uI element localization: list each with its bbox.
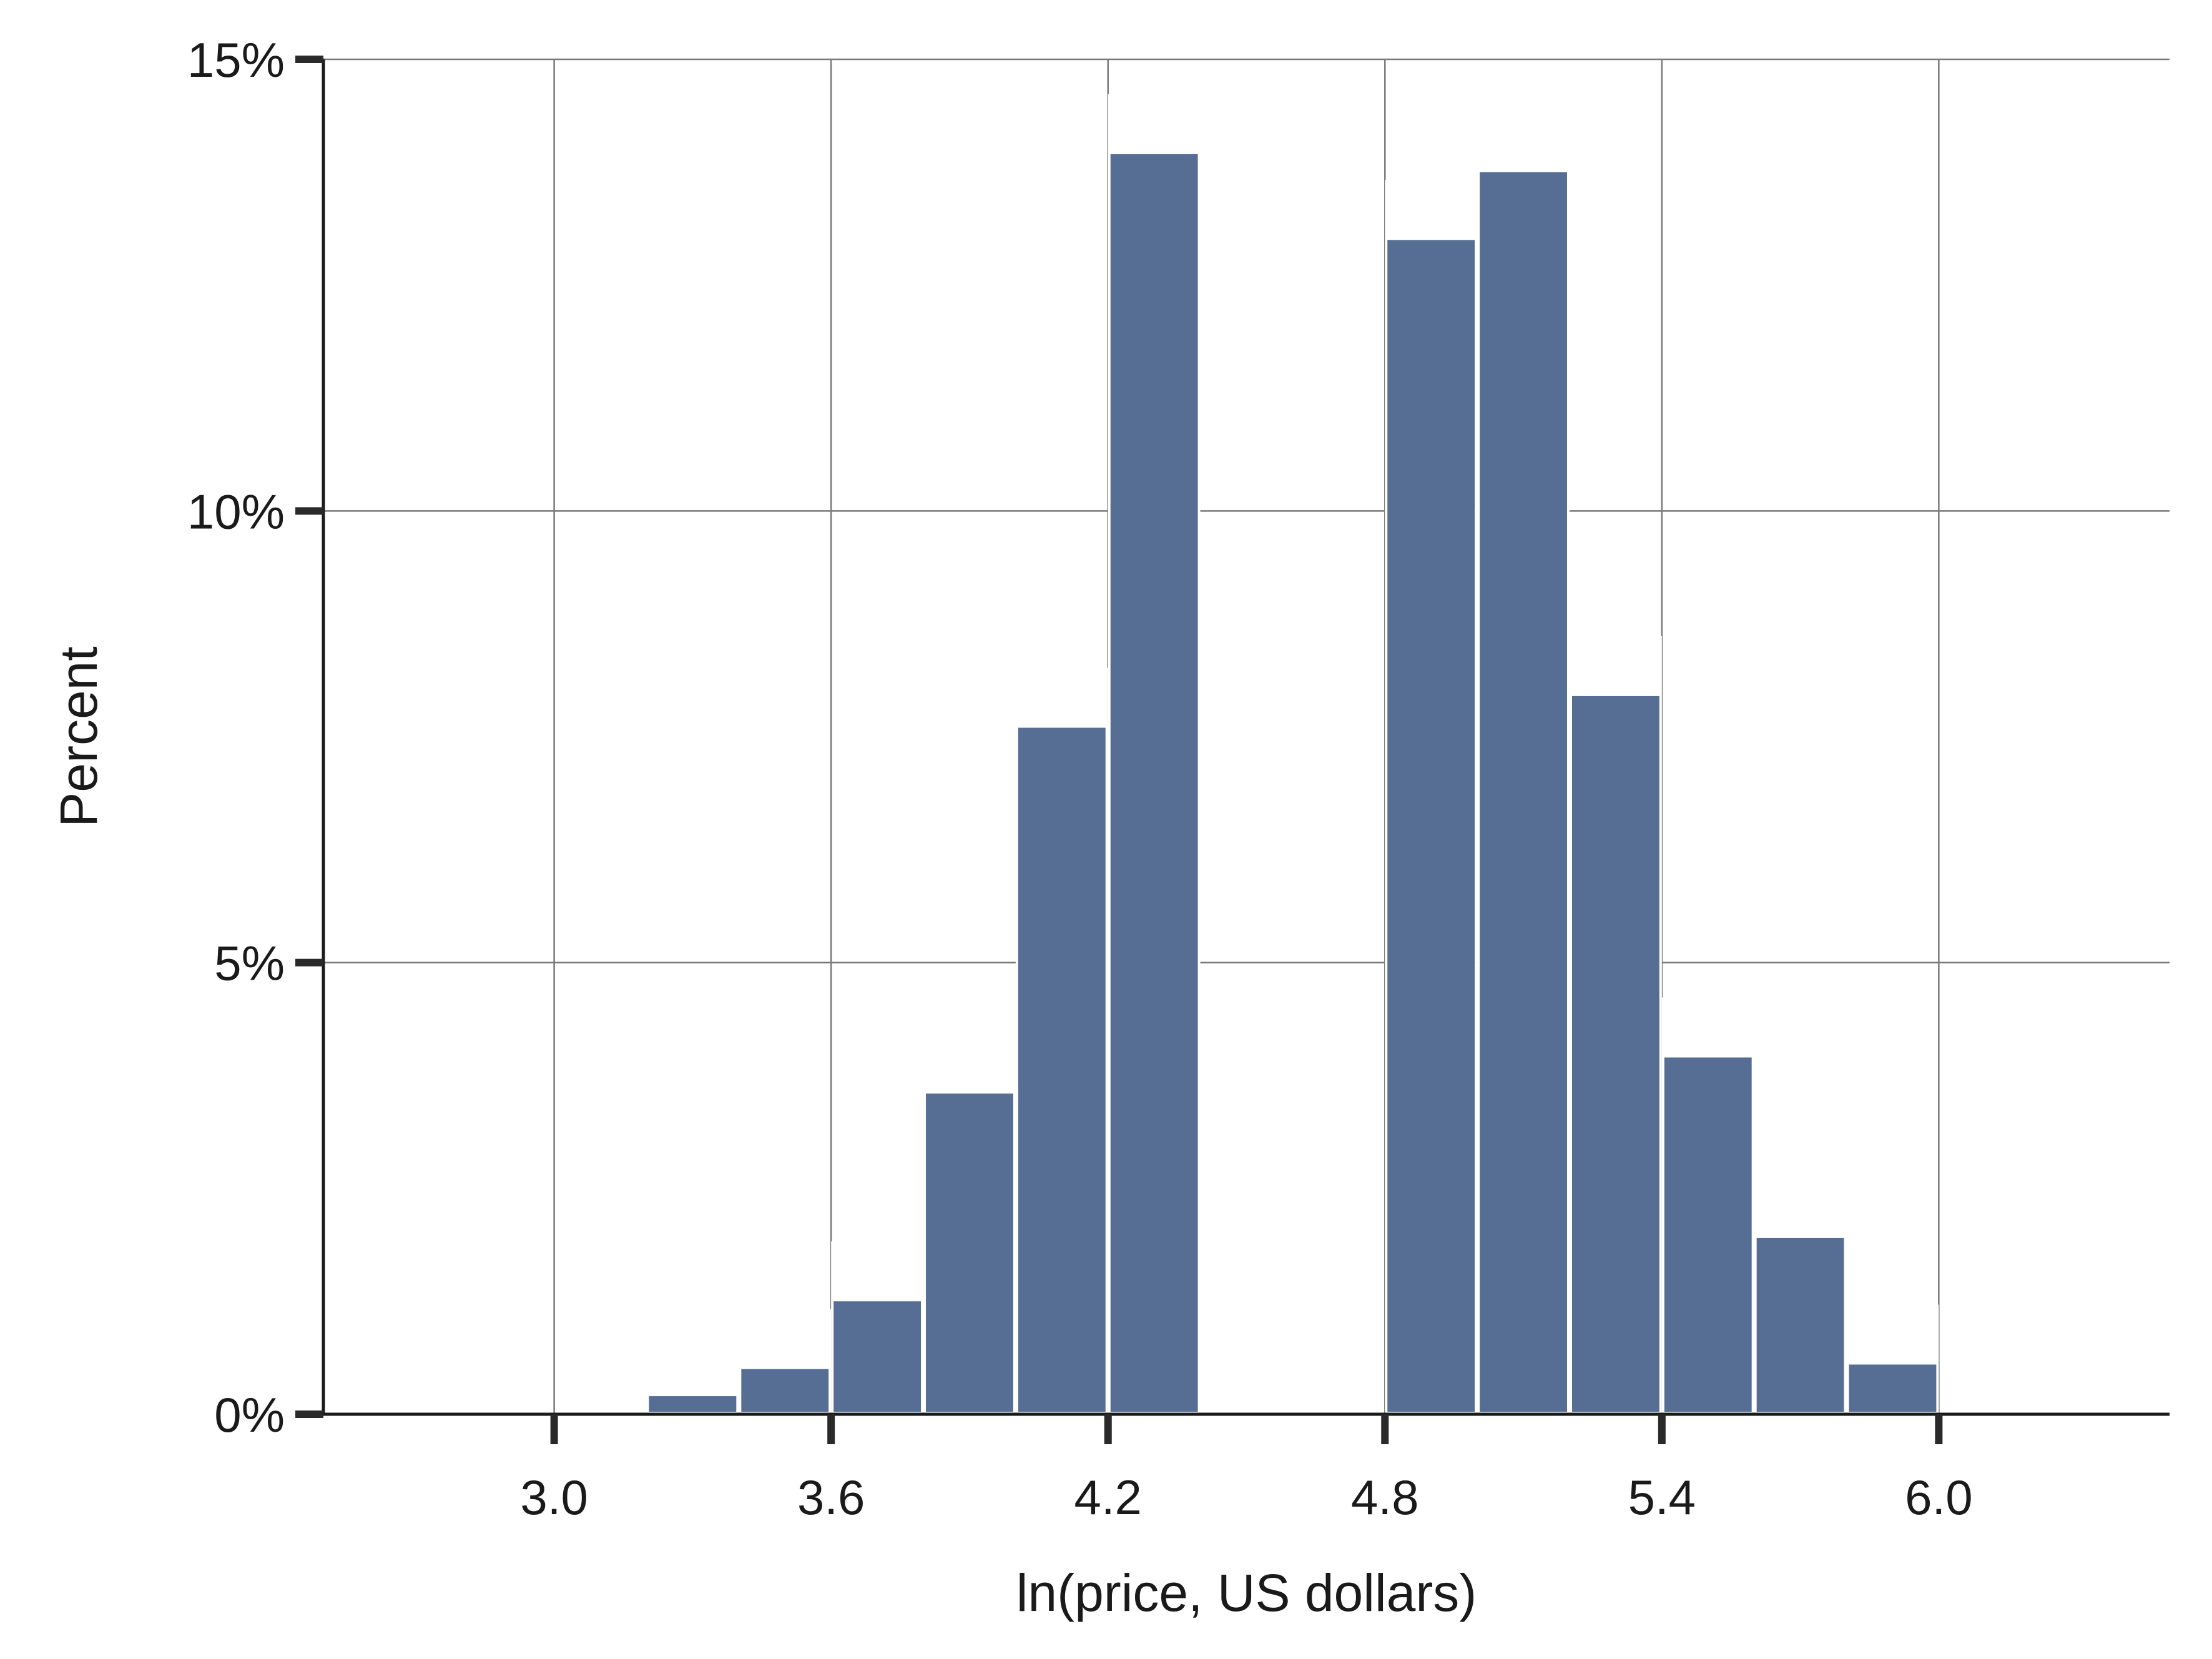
bar-8 bbox=[1571, 696, 1659, 1412]
x-tick-label-4: 5.4 bbox=[1628, 1470, 1696, 1525]
axes bbox=[295, 56, 2170, 1444]
y-tick-labels: 0% 5% 10% 15% bbox=[187, 32, 285, 1442]
bar-11 bbox=[1849, 1364, 1937, 1412]
bar-6 bbox=[1387, 240, 1475, 1412]
bar-0 bbox=[649, 1396, 737, 1412]
y-tick-label-3: 15% bbox=[187, 32, 285, 87]
y-tick-label-1: 5% bbox=[214, 936, 285, 991]
x-tick-label-2: 4.2 bbox=[1074, 1470, 1142, 1525]
x-tick-label-1: 3.6 bbox=[797, 1470, 865, 1525]
x-tick-label-5: 6.0 bbox=[1905, 1470, 1972, 1525]
bar-9 bbox=[1664, 1057, 1752, 1412]
bar-2 bbox=[833, 1301, 922, 1412]
x-tick-labels: 3.0 3.6 4.2 4.8 5.4 6.0 bbox=[520, 1470, 1972, 1525]
x-axis-label: ln(price, US dollars) bbox=[1016, 1563, 1477, 1622]
x-tick-label-3: 4.8 bbox=[1351, 1470, 1418, 1525]
bar-10 bbox=[1756, 1238, 1844, 1412]
bar-7 bbox=[1480, 172, 1567, 1412]
bar-4 bbox=[1018, 727, 1106, 1412]
y-tick-label-0: 0% bbox=[214, 1387, 285, 1442]
bar-5 bbox=[1110, 154, 1198, 1412]
bar-3 bbox=[926, 1093, 1013, 1412]
x-tick-label-0: 3.0 bbox=[520, 1470, 587, 1525]
bar-1 bbox=[741, 1369, 829, 1412]
histogram-bars bbox=[646, 94, 1939, 1415]
y-axis-label: Percent bbox=[49, 646, 108, 827]
grid-lines bbox=[323, 58, 2170, 1414]
y-tick-label-2: 10% bbox=[187, 484, 285, 539]
